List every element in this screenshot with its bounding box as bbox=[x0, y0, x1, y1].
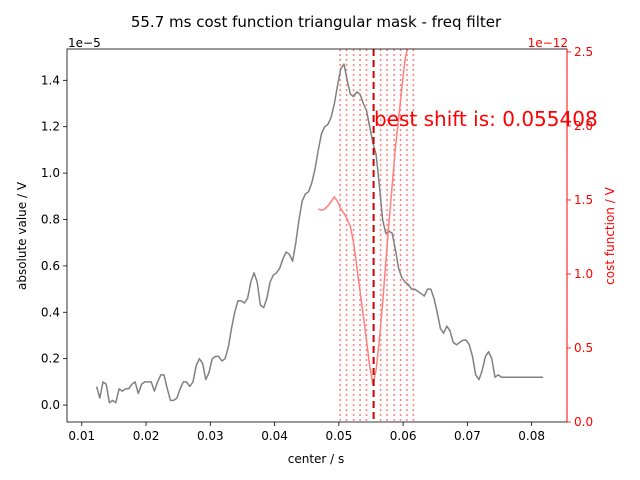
amplitude-line bbox=[95, 63, 544, 404]
cost-function-line bbox=[317, 49, 409, 386]
y-tick-label-6: 1.2 bbox=[41, 120, 60, 134]
y2-axis: 0.0 0.5 1.0 1.5 2.0 2.5 bbox=[566, 45, 593, 429]
y2-tick-label-0: 0.0 bbox=[574, 415, 593, 429]
x-tick-label-3: 0.04 bbox=[261, 429, 288, 443]
plot-frame bbox=[66, 48, 568, 423]
x-tick-label-4: 0.05 bbox=[325, 429, 352, 443]
amplitude-series bbox=[95, 63, 544, 404]
chart-title: 55.7 ms cost function triangular mask - … bbox=[131, 13, 502, 31]
y-axis: 0.0 0.2 0.4 0.6 0.8 1.0 1.2 1.4 bbox=[41, 73, 67, 412]
y2-offset-label: 1e−12 bbox=[528, 36, 568, 50]
y-tick-label-4: 0.8 bbox=[41, 212, 60, 226]
cost-function-series bbox=[317, 49, 409, 386]
y2-tick-label-5: 2.5 bbox=[574, 45, 593, 59]
y2-tick-label-1: 0.5 bbox=[574, 341, 593, 355]
best-shift-annotation: best shift is: 0.055408 bbox=[374, 107, 598, 131]
x-tick-label-0: 0.01 bbox=[68, 429, 95, 443]
y-tick-label-3: 0.6 bbox=[41, 259, 60, 273]
y2-tick-label-2: 1.0 bbox=[574, 267, 593, 281]
shift-candidate-lines bbox=[339, 49, 415, 422]
x-tick-label-2: 0.03 bbox=[197, 429, 224, 443]
x-axis: 0.01 0.02 0.03 0.04 0.05 0.06 0.07 0.08 bbox=[68, 422, 545, 443]
y-tick-label-5: 1.0 bbox=[41, 166, 60, 180]
y-offset-label: 1e−5 bbox=[68, 36, 101, 50]
y2-tick-label-4: 2.0 bbox=[574, 119, 593, 133]
y-tick-label-7: 1.4 bbox=[41, 73, 60, 87]
y2-tick-label-3: 1.5 bbox=[574, 193, 593, 207]
y-axis-label: absolute value / V bbox=[15, 181, 29, 290]
x-tick-label-6: 0.07 bbox=[454, 429, 481, 443]
y-tick-label-2: 0.4 bbox=[41, 305, 60, 319]
x-axis-label: center / s bbox=[288, 452, 345, 466]
x-tick-label-5: 0.06 bbox=[390, 429, 417, 443]
y-tick-label-0: 0.0 bbox=[41, 398, 60, 412]
x-tick-label-1: 0.02 bbox=[133, 429, 160, 443]
y2-axis-label: cost function / V bbox=[603, 186, 617, 284]
x-tick-label-7: 0.08 bbox=[518, 429, 545, 443]
y-tick-label-1: 0.2 bbox=[41, 352, 60, 366]
